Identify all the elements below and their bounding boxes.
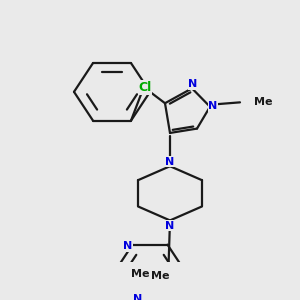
Text: N: N: [123, 242, 132, 251]
Text: N: N: [165, 157, 175, 167]
Text: Me: Me: [130, 269, 149, 279]
Text: Me: Me: [151, 271, 170, 281]
Text: N: N: [165, 221, 175, 231]
Text: Me: Me: [254, 97, 272, 107]
Text: N: N: [208, 101, 217, 111]
Text: Cl: Cl: [138, 81, 152, 94]
Text: N: N: [188, 79, 198, 89]
Text: N: N: [133, 294, 142, 300]
